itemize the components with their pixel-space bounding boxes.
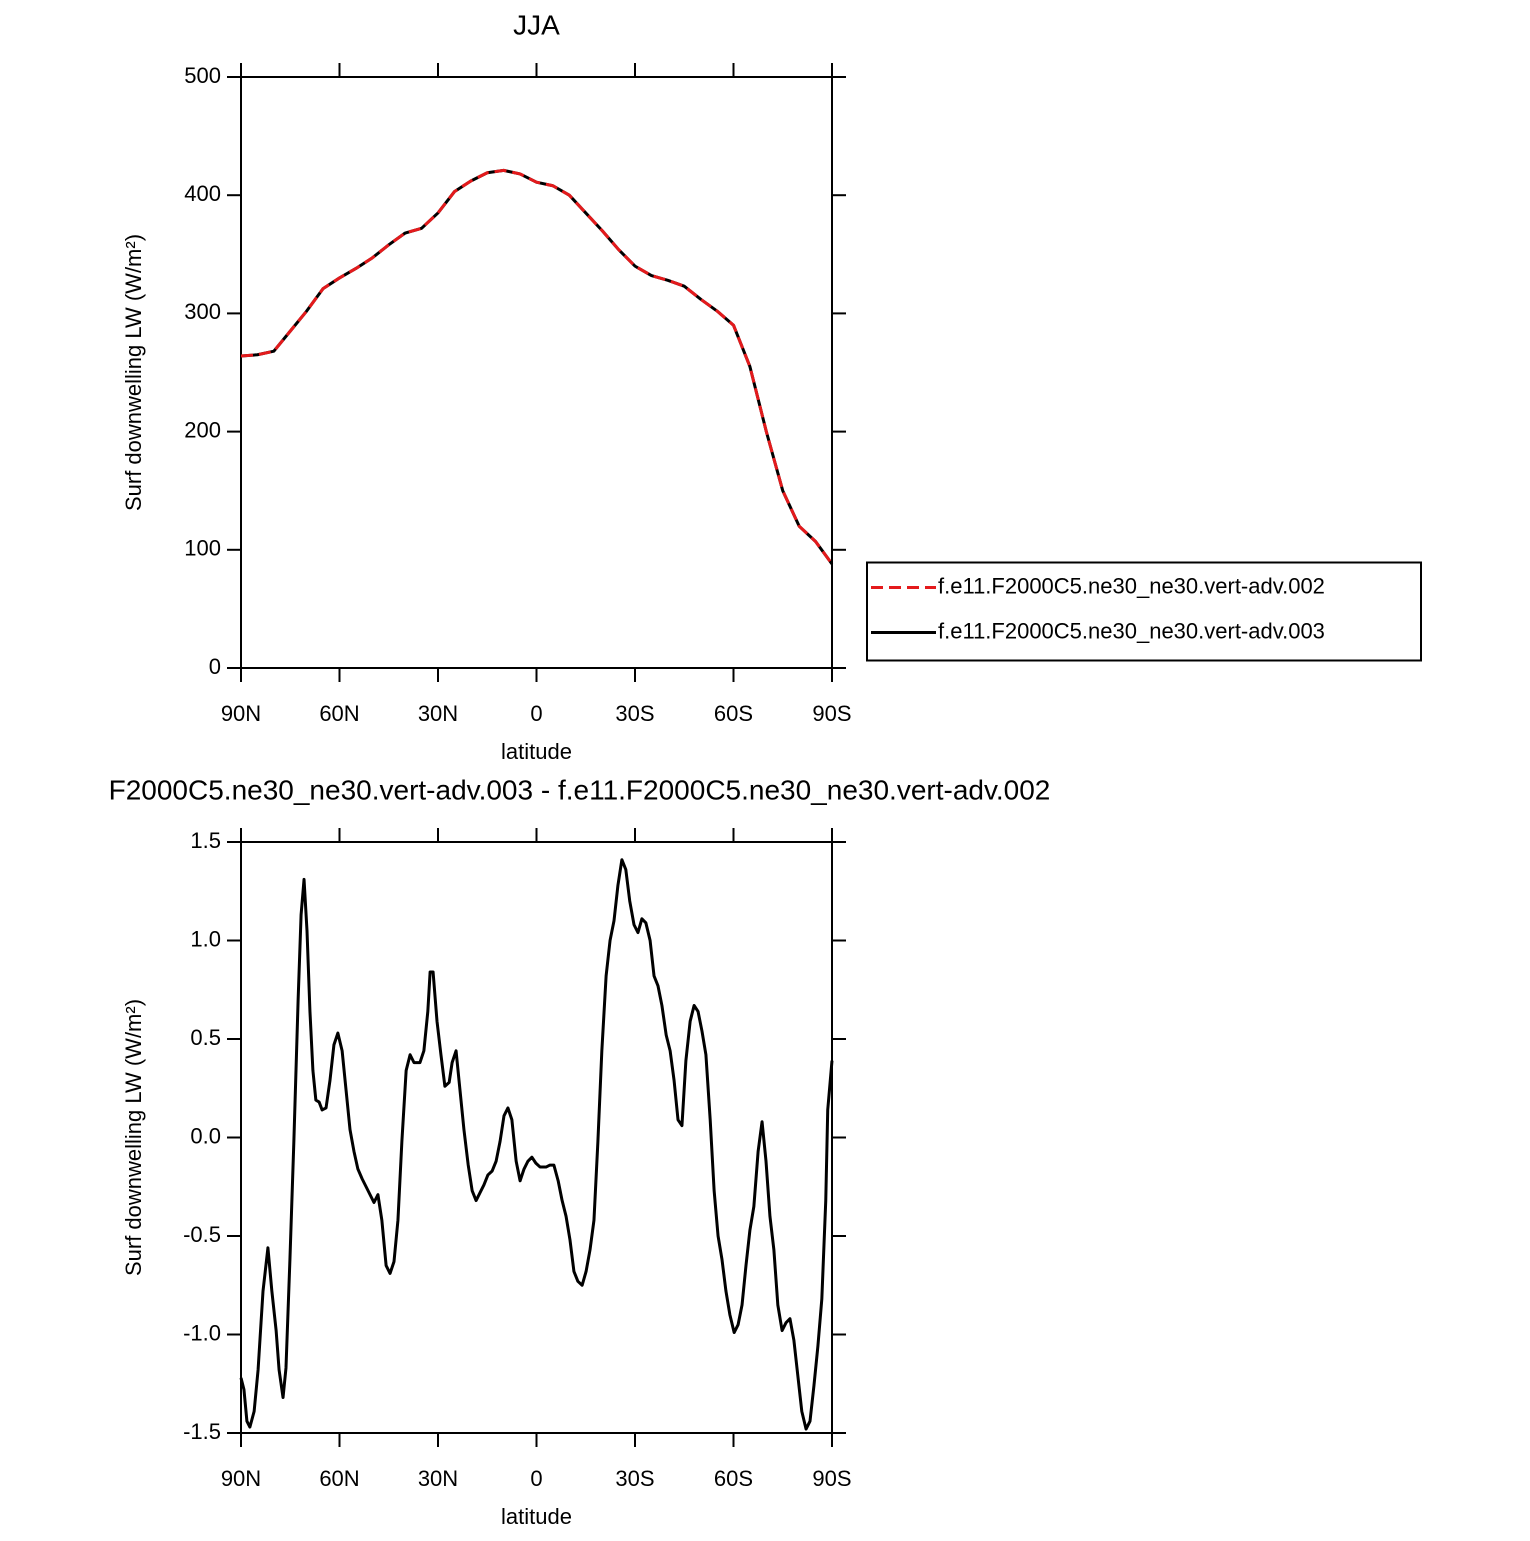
plot-frame (240, 76, 833, 669)
y-tick-label: 300 (184, 299, 221, 324)
x-tick-label: 60N (319, 1466, 359, 1491)
y-axis-label: Surf downwelling LW (W/m²) (121, 234, 146, 511)
x-tick-label: 30S (615, 1466, 654, 1491)
x-tick-label: 60S (714, 701, 753, 726)
chart-title: F2000C5.ne30_ne30.vert-adv.003 - f.e11.F… (109, 774, 1051, 805)
data-line (240, 168, 834, 565)
y-axis-label: Surf downwelling LW (W/m²) (121, 999, 146, 1276)
data-line (239, 858, 834, 1431)
x-tick-label: 90S (812, 701, 851, 726)
x-tick-label: 90N (221, 1466, 261, 1491)
y-tick-label: 1.0 (190, 926, 221, 951)
legend-label: f.e11.F2000C5.ne30_ne30.vert-adv.002 (938, 573, 1325, 598)
y-tick-label: -1.0 (183, 1320, 221, 1345)
x-tick-label: 60S (714, 1466, 753, 1491)
y-tick-label: -0.5 (183, 1222, 221, 1247)
y-tick-label: 500 (184, 63, 221, 88)
x-tick-label: 30S (615, 701, 654, 726)
x-axis-label: latitude (501, 739, 572, 764)
x-tick-label: 90N (221, 701, 261, 726)
y-tick-label: 1.5 (190, 828, 221, 853)
plot-frame (240, 841, 833, 1434)
chart-title: JJA (513, 9, 560, 40)
y-tick-label: -1.5 (183, 1419, 221, 1444)
y-tick-label: 400 (184, 181, 221, 206)
x-tick-label: 90S (812, 1466, 851, 1491)
x-tick-label: 0 (530, 701, 542, 726)
legend-box (866, 561, 1422, 662)
y-tick-label: 0.0 (190, 1123, 221, 1148)
x-tick-label: 30N (418, 701, 458, 726)
x-tick-label: 0 (530, 1466, 542, 1491)
y-tick-label: 100 (184, 536, 221, 561)
data-line (240, 168, 834, 565)
y-tick-label: 0 (209, 654, 221, 679)
x-axis-label: latitude (501, 1504, 572, 1529)
x-tick-label: 30N (418, 1466, 458, 1491)
y-tick-label: 200 (184, 417, 221, 442)
legend-label: f.e11.F2000C5.ne30_ne30.vert-adv.003 (938, 618, 1325, 643)
x-tick-label: 60N (319, 701, 359, 726)
y-tick-label: 0.5 (190, 1025, 221, 1050)
